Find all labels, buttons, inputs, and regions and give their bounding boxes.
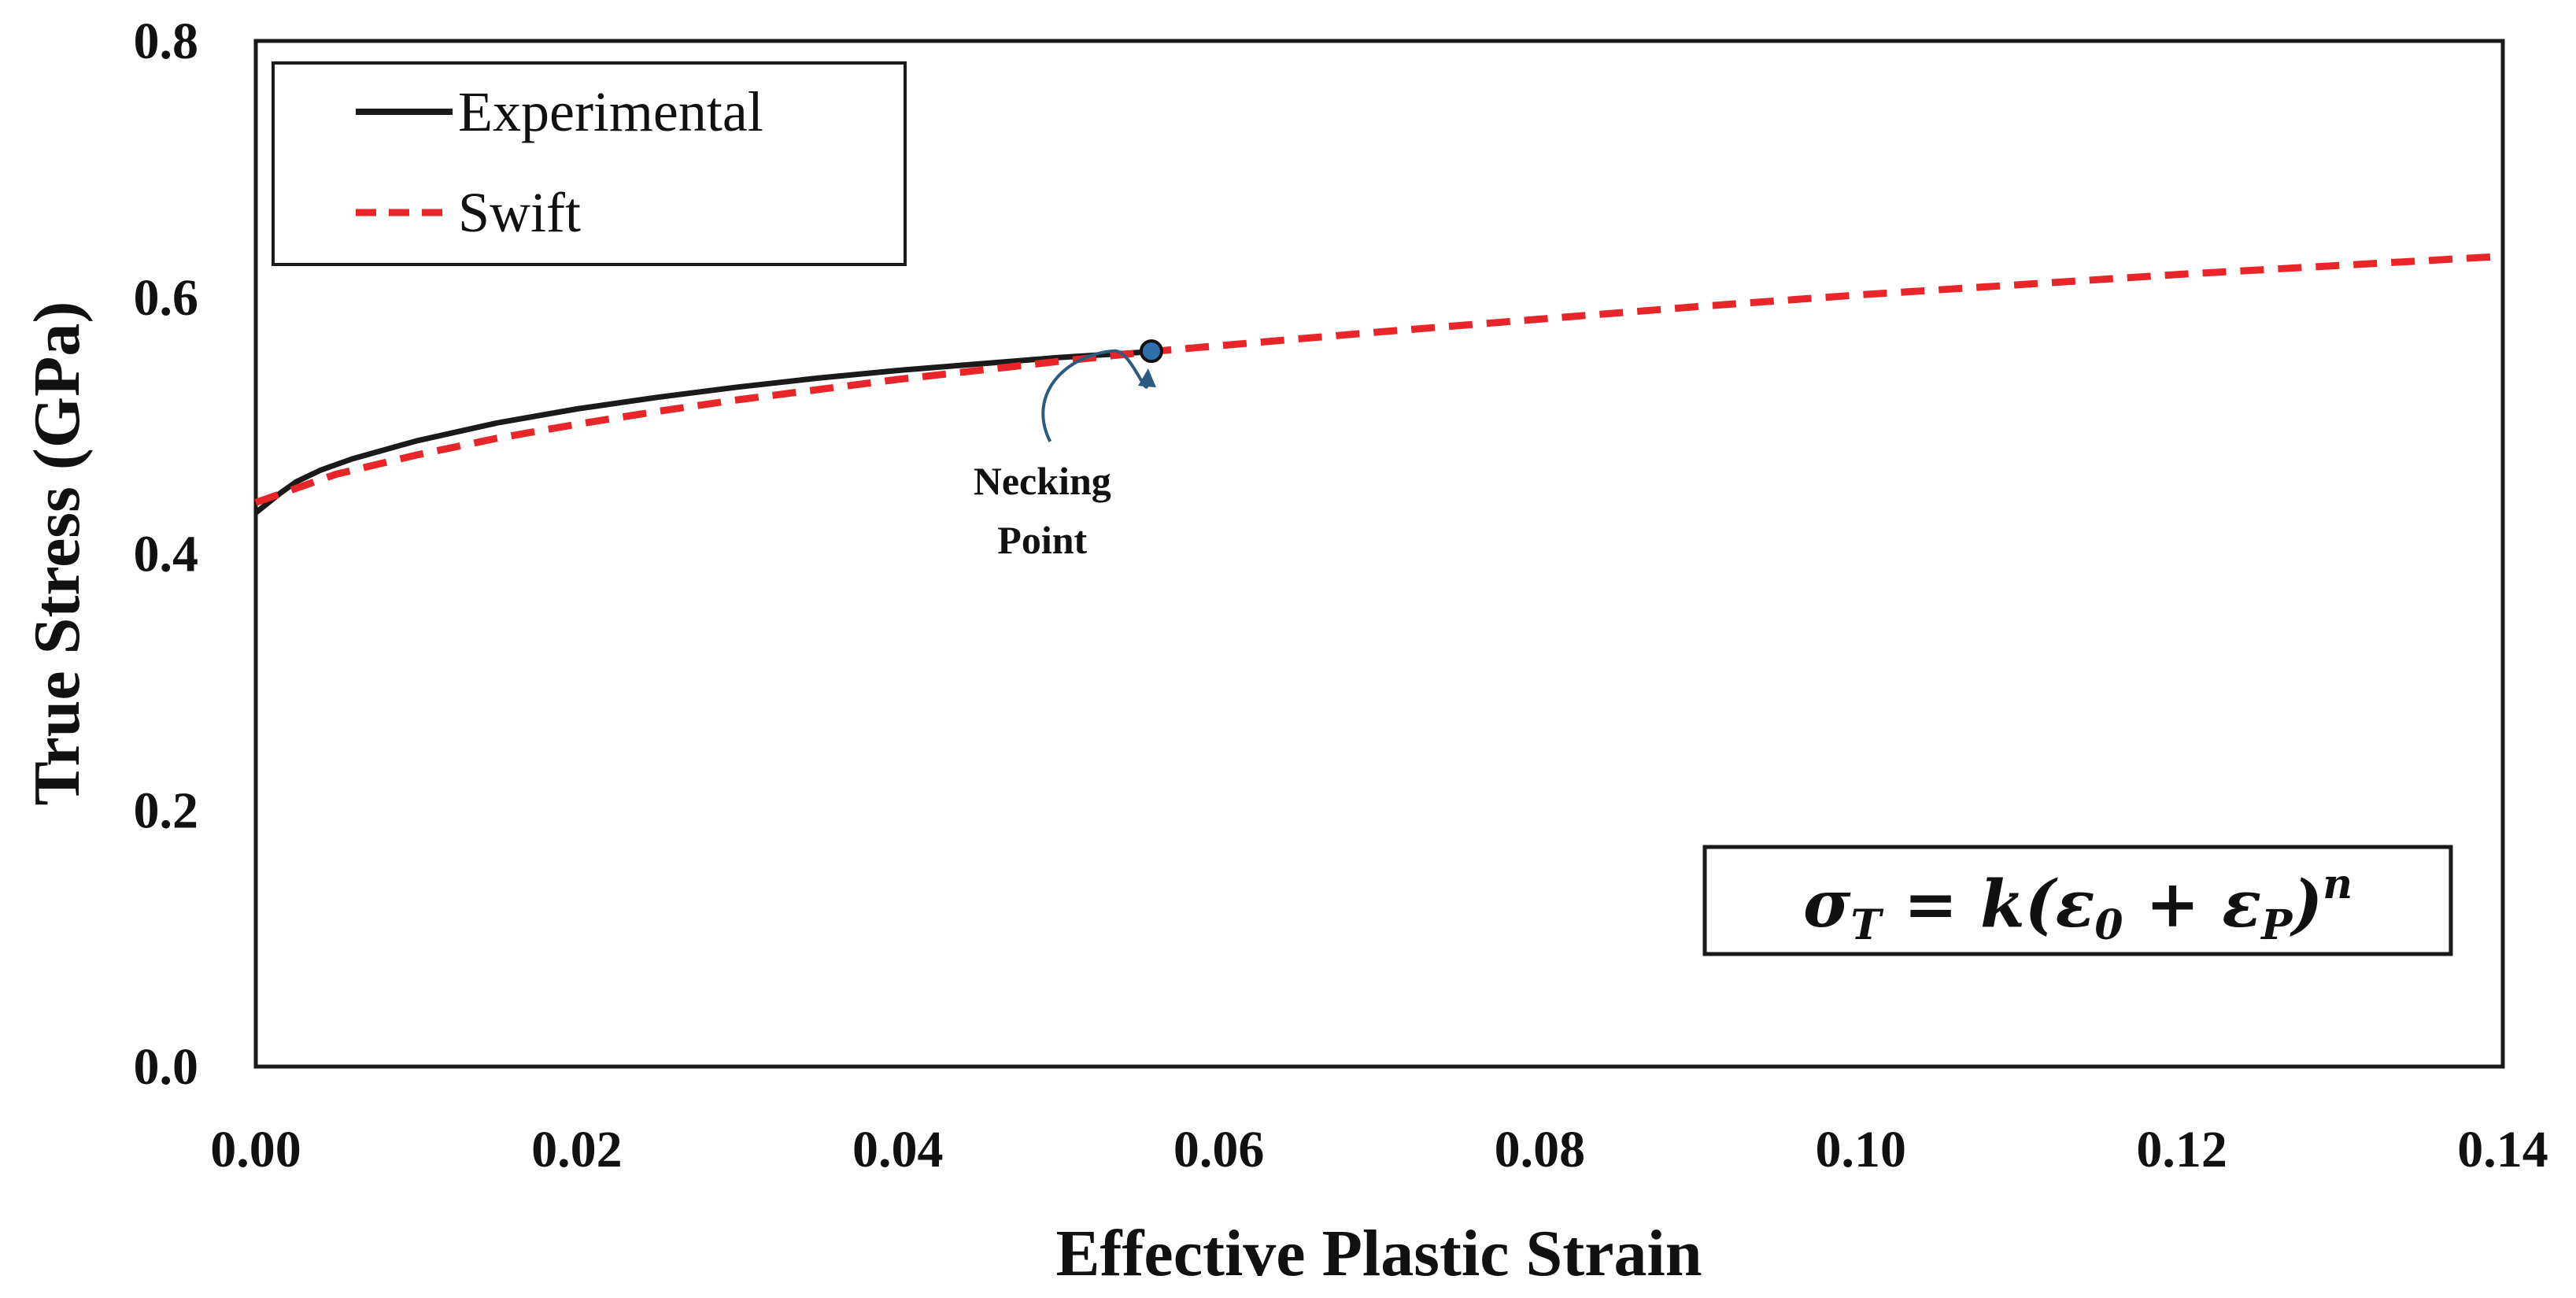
equation-box: σT = k(ε0 + εP)n xyxy=(1702,845,2453,956)
x-tick-label: 0.12 xyxy=(2136,1121,2227,1178)
necking-point-marker xyxy=(1139,339,1163,364)
series-layer xyxy=(253,253,2504,516)
necking-arrowhead-icon xyxy=(1137,368,1156,388)
x-tick-label: 0.04 xyxy=(852,1121,944,1178)
x-tick-label: 0.02 xyxy=(531,1121,623,1178)
x-tick-label: 0.08 xyxy=(1495,1121,1586,1178)
y-tick-label: 0.6 xyxy=(134,269,199,327)
y-axis-title: True Stress (GPa) xyxy=(20,301,94,806)
legend-label-swift: Swift xyxy=(458,181,581,244)
x-tick-labels: 0.00 0.02 0.04 0.06 0.08 0.10 0.12 0.14 xyxy=(210,1121,2548,1178)
legend-box xyxy=(272,61,907,266)
y-tick-label: 0.4 xyxy=(134,526,199,583)
x-axis-title: Effective Plastic Strain xyxy=(1055,1217,1702,1290)
legend: Experimental Swift xyxy=(272,61,907,266)
y-tick-label: 0.2 xyxy=(134,782,199,839)
x-tick-label: 0.10 xyxy=(1816,1121,1907,1178)
x-tick-label: 0.00 xyxy=(210,1121,301,1178)
legend-label-experimental: Experimental xyxy=(458,80,763,143)
swift-equation: σT = k(ε0 + εP)n xyxy=(1803,860,2352,949)
y-tick-label: 0.8 xyxy=(134,13,199,70)
y-tick-label: 0.0 xyxy=(134,1038,199,1096)
series-line-experimental xyxy=(253,348,1152,516)
necking-label-line2: Point xyxy=(997,518,1087,562)
x-tick-label: 0.06 xyxy=(1173,1121,1265,1178)
series-line-swift xyxy=(254,253,2504,506)
equation-frame xyxy=(1702,845,2453,956)
necking-annotation: Necking Point xyxy=(974,339,1163,562)
x-tick-label: 0.14 xyxy=(2457,1121,2548,1178)
necking-label-line1: Necking xyxy=(974,459,1111,503)
y-tick-labels: 0.0 0.2 0.4 0.6 0.8 xyxy=(134,13,199,1096)
plot-frame xyxy=(253,39,2505,1069)
